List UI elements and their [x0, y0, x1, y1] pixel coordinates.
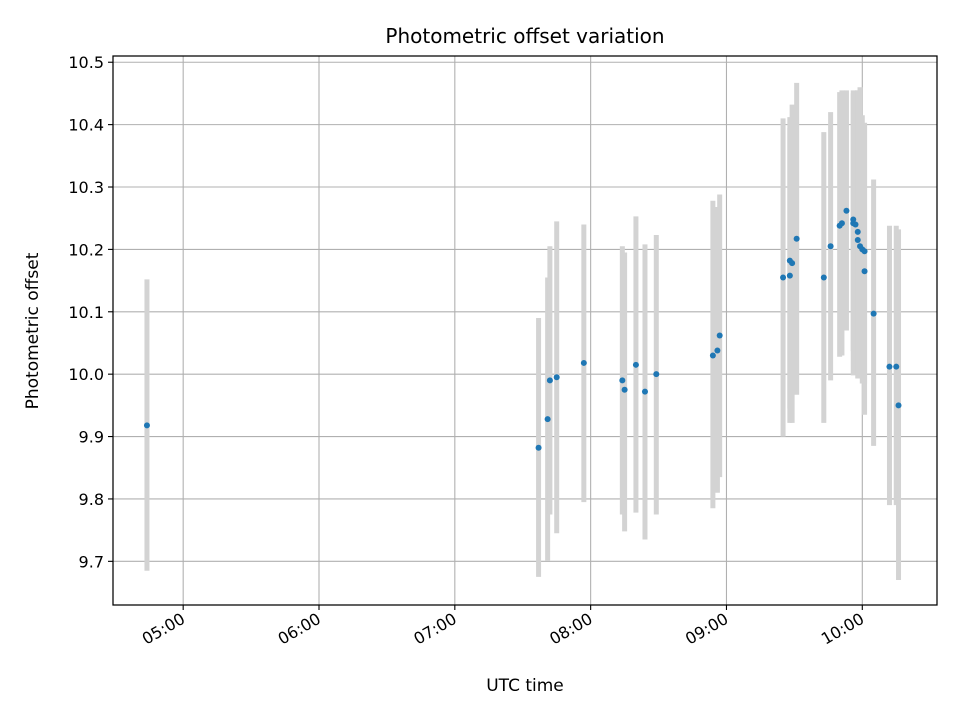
y-tick-label: 10.4: [68, 116, 104, 135]
data-point: [535, 444, 542, 451]
data-point: [843, 207, 850, 214]
data-point: [709, 352, 716, 359]
data-point: [838, 220, 845, 227]
data-point: [820, 274, 827, 281]
data-point: [714, 347, 721, 354]
x-tick-label: 06:00: [275, 609, 324, 649]
data-point: [870, 310, 877, 317]
x-tick-label: 07:00: [410, 609, 459, 649]
data-point: [893, 363, 900, 370]
chart-title: Photometric offset variation: [385, 24, 664, 48]
data-point: [854, 237, 861, 244]
y-tick-label: 10.3: [68, 178, 104, 197]
y-tick-label: 10.2: [68, 240, 104, 259]
data-point: [793, 235, 800, 242]
data-point: [786, 272, 793, 279]
grid: [113, 56, 937, 605]
error-bars: [144, 82, 902, 581]
x-tick-label: 10:00: [818, 609, 867, 649]
y-tick-label: 9.9: [79, 428, 104, 447]
data-point: [553, 374, 560, 381]
data-point: [546, 377, 553, 384]
x-tick-label: 09:00: [682, 609, 731, 649]
plot-frame: [112, 55, 938, 606]
y-axis-label: Photometric offset: [23, 252, 43, 409]
data-point: [789, 260, 796, 267]
axis-ticks: 9.7 9.8 9.9 10.0 10.1 10.2 10.3 10.4 10.5 05:00 06…: [68, 53, 867, 648]
data-point: [886, 363, 893, 370]
data-point: [852, 221, 859, 228]
y-tick-label: 9.7: [79, 552, 104, 571]
data-point: [653, 371, 660, 378]
y-tick-label: 10.1: [68, 303, 104, 322]
data-point: [827, 243, 834, 250]
y-tick-label: 10.0: [68, 365, 104, 384]
data-point: [544, 416, 551, 423]
data-point: [632, 361, 639, 368]
data-point: [619, 377, 626, 384]
y-tick-label: 10.5: [68, 53, 104, 72]
data-point: [716, 332, 723, 339]
data-point: [580, 359, 587, 366]
data-point: [854, 228, 861, 235]
data-point: [861, 268, 868, 275]
data-point: [143, 422, 150, 429]
data-point: [780, 274, 787, 281]
data-point: [895, 402, 902, 409]
x-axis-label: UTC time: [486, 676, 564, 696]
x-tick-label: 08:00: [546, 609, 595, 649]
data-point: [641, 388, 648, 395]
data-points: [143, 207, 902, 451]
data-point: [861, 248, 868, 255]
y-tick-label: 9.8: [79, 490, 104, 509]
data-point: [621, 386, 628, 393]
x-tick-label: 05:00: [139, 609, 188, 649]
